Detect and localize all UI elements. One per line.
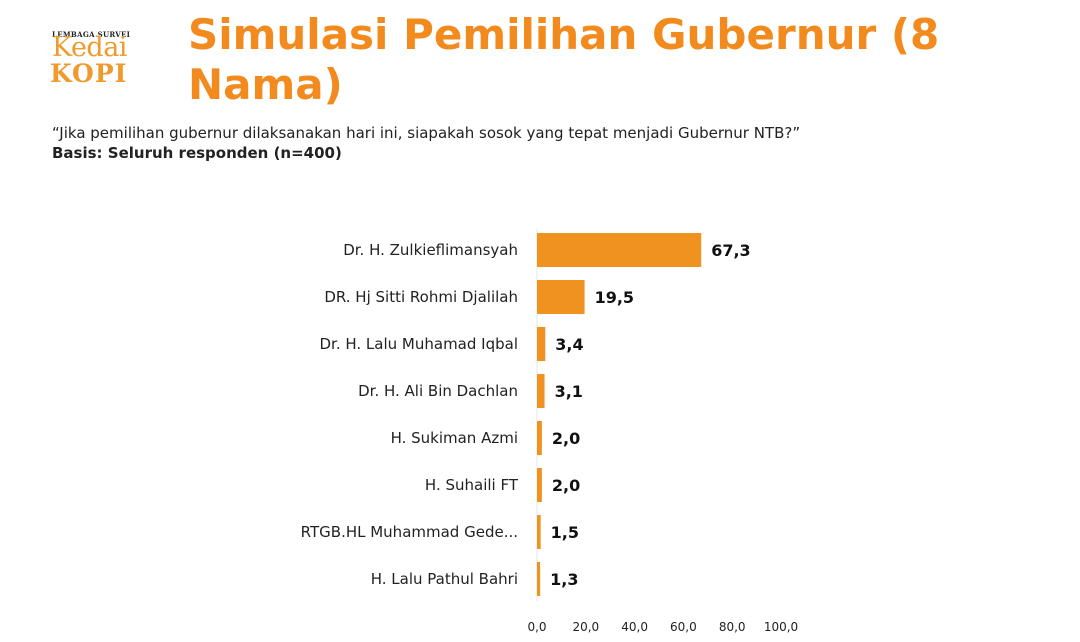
category-label: Dr. H. Ali Bin Dachlan — [358, 382, 518, 400]
bar — [537, 421, 542, 455]
survey-basis: Basis: Seluruh responden (n=400) — [52, 144, 342, 162]
value-label: 19,5 — [595, 288, 634, 307]
page-title: Simulasi Pemilihan Gubernur (8 Nama) — [188, 10, 940, 109]
survey-question: “Jika pemilihan gubernur dilaksanakan ha… — [52, 124, 801, 142]
value-label: 67,3 — [711, 241, 750, 260]
x-tick-label: 40,0 — [621, 620, 648, 634]
category-label: DR. Hj Sitti Rohmi Djalilah — [324, 288, 518, 306]
logo-tagline: LEMBAGA SURVEI — [52, 30, 131, 39]
bar — [537, 233, 702, 267]
x-tick-label: 20,0 — [572, 620, 599, 634]
category-label: RTGB.HL Muhammad Gede... — [301, 523, 518, 541]
x-tick-label: 60,0 — [670, 620, 697, 634]
bar-chart: Dr. H. Zulkieflimansyah 67,3 DR. Hj Sitti … — [301, 229, 798, 634]
kedai-kopi-logo: LEMBAGA SURVEI Kedai KOPI — [48, 30, 148, 90]
logo-kedai: Kedai — [52, 32, 127, 63]
x-tick-label: 0,0 — [527, 620, 546, 634]
category-label: H. Suhaili FT — [425, 476, 519, 494]
bar — [537, 515, 541, 549]
x-tick-label: 80,0 — [719, 620, 746, 634]
value-label: 1,3 — [550, 570, 578, 589]
category-label: Dr. H. Lalu Muhamad Iqbal — [320, 335, 519, 353]
category-label: H. Lalu Pathul Bahri — [371, 570, 518, 588]
x-tick-label: 100,0 — [764, 620, 798, 634]
value-label: 3,1 — [555, 382, 583, 401]
bar — [537, 562, 541, 596]
bar — [537, 374, 545, 408]
bar — [537, 327, 546, 361]
logo-kopi: KOPI — [50, 59, 128, 88]
value-label: 2,0 — [552, 429, 580, 448]
category-label: H. Sukiman Azmi — [391, 429, 518, 447]
value-label: 1,5 — [551, 523, 579, 542]
value-label: 2,0 — [552, 476, 580, 495]
bar — [537, 468, 542, 502]
category-label: Dr. H. Zulkieflimansyah — [343, 241, 518, 259]
value-label: 3,4 — [555, 335, 583, 354]
bar — [537, 280, 585, 314]
